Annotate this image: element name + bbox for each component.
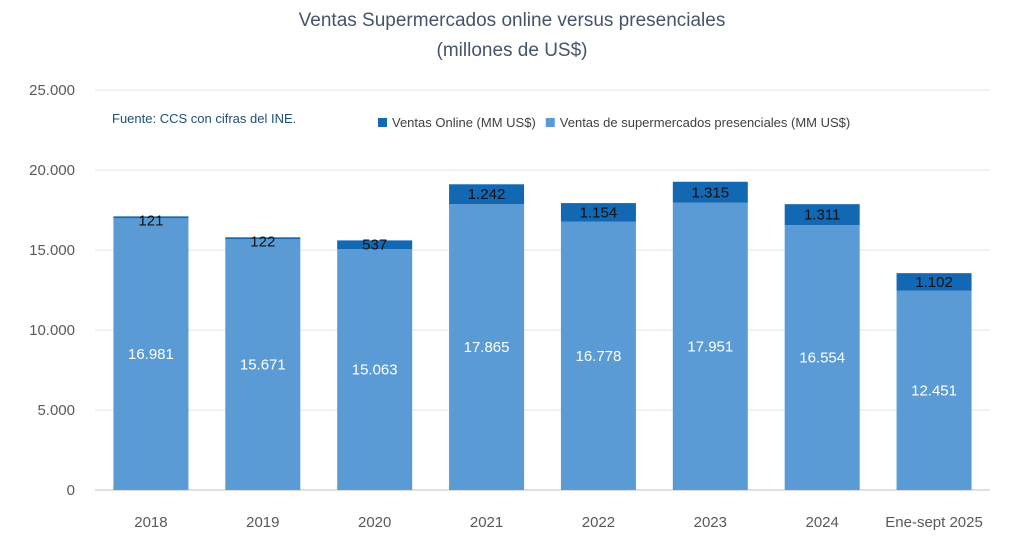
x-tick-label: 2018 <box>134 514 167 531</box>
y-tick-label: 20.000 <box>29 162 75 179</box>
x-tick-label: 2023 <box>694 514 727 531</box>
data-label-presenciales: 16.554 <box>799 350 845 367</box>
x-tick-label: 2020 <box>358 514 391 531</box>
legend-label: Ventas de supermercados presenciales (MM… <box>560 115 850 130</box>
bar-presenciales <box>225 239 301 490</box>
data-label-presenciales: 16.778 <box>575 348 621 365</box>
bar-online <box>560 203 636 222</box>
y-tick-label: 5.000 <box>37 402 75 419</box>
bar-online <box>113 216 189 219</box>
data-label-online: 121 <box>138 212 163 229</box>
bar-online <box>225 237 301 240</box>
y-tick-label: 10.000 <box>29 322 75 339</box>
chart-subtitle: (millones de US$) <box>437 40 588 61</box>
y-tick-label: 25.000 <box>29 82 75 99</box>
bar-online <box>449 184 525 205</box>
x-tick-label: 2019 <box>246 514 279 531</box>
x-tick-label: Ene-sept 2025 <box>885 514 983 531</box>
bar-online <box>672 181 748 203</box>
source-note: Fuente: CCS con cifras del INE. <box>112 111 296 126</box>
data-label-presenciales: 17.951 <box>687 338 733 355</box>
data-label-online: 1.154 <box>580 204 618 221</box>
x-tick-label: 2021 <box>470 514 503 531</box>
y-tick-label: 15.000 <box>29 242 75 259</box>
data-label-online: 1.242 <box>468 186 506 203</box>
bar-online <box>784 204 860 226</box>
data-label-presenciales: 15.671 <box>240 357 286 374</box>
data-label-online: 1.315 <box>692 184 730 201</box>
data-label-presenciales: 16.981 <box>128 346 174 363</box>
data-label-online: 537 <box>362 236 387 253</box>
x-tick-label: 2024 <box>806 514 839 531</box>
x-tick-label: 2022 <box>582 514 615 531</box>
data-label-online: 1.102 <box>915 274 953 291</box>
legend-swatch <box>378 118 387 127</box>
chart-title: Ventas Supermercados online versus prese… <box>299 10 726 31</box>
bar-presenciales <box>784 225 860 491</box>
data-label-online: 122 <box>250 233 275 250</box>
bar-presenciales <box>449 204 525 490</box>
data-label-presenciales: 12.451 <box>911 382 957 399</box>
bar-presenciales <box>113 218 189 490</box>
bar-online <box>337 240 413 249</box>
bar-presenciales <box>560 221 636 490</box>
data-label-presenciales: 15.063 <box>352 361 398 378</box>
data-label-presenciales: 17.865 <box>464 339 510 356</box>
bar-presenciales <box>896 290 972 490</box>
y-tick-label: 0 <box>67 482 75 499</box>
bar-presenciales <box>337 248 413 490</box>
legend-label: Ventas Online (MM US$) <box>392 115 536 130</box>
bar-online <box>896 273 972 291</box>
legend-swatch <box>545 118 555 127</box>
data-label-online: 1.311 <box>804 207 840 224</box>
bar-presenciales <box>672 202 748 490</box>
